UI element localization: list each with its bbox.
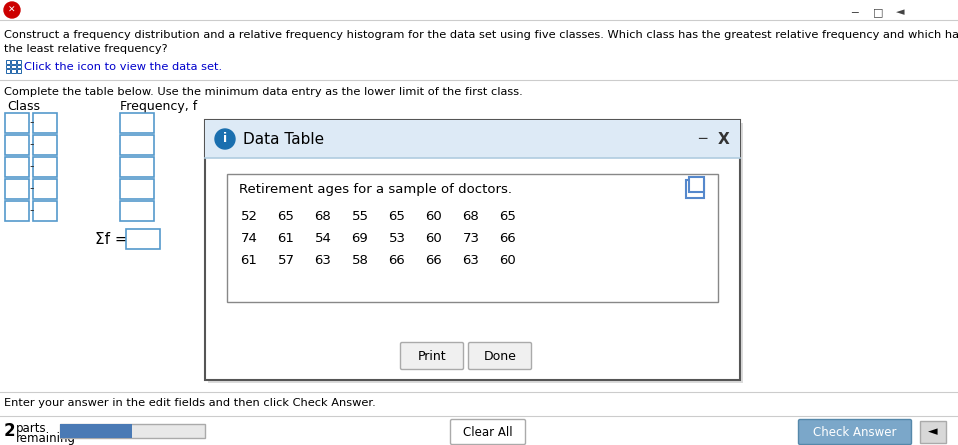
Text: 63: 63 bbox=[314, 254, 331, 267]
Text: 58: 58 bbox=[352, 254, 369, 267]
Text: -: - bbox=[30, 117, 34, 129]
FancyBboxPatch shape bbox=[468, 343, 532, 369]
FancyBboxPatch shape bbox=[689, 177, 704, 192]
Text: 61: 61 bbox=[278, 231, 294, 244]
Text: 54: 54 bbox=[314, 231, 331, 244]
Text: 60: 60 bbox=[425, 210, 443, 222]
FancyBboxPatch shape bbox=[33, 113, 57, 133]
Bar bbox=[17, 60, 21, 64]
FancyBboxPatch shape bbox=[5, 179, 29, 199]
Text: Construct a frequency distribution and a relative frequency histogram for the da: Construct a frequency distribution and a… bbox=[4, 30, 958, 40]
Text: 66: 66 bbox=[389, 254, 405, 267]
Text: Enter your answer in the edit fields and then click Check Answer.: Enter your answer in the edit fields and… bbox=[4, 398, 376, 408]
Text: -: - bbox=[30, 182, 34, 195]
Text: Done: Done bbox=[484, 349, 516, 363]
FancyBboxPatch shape bbox=[5, 135, 29, 155]
FancyBboxPatch shape bbox=[33, 135, 57, 155]
FancyBboxPatch shape bbox=[33, 157, 57, 177]
Text: -: - bbox=[30, 161, 34, 174]
Text: Clear All: Clear All bbox=[463, 425, 513, 438]
FancyBboxPatch shape bbox=[400, 343, 464, 369]
Text: i: i bbox=[223, 133, 227, 146]
Text: 60: 60 bbox=[425, 231, 443, 244]
Text: 65: 65 bbox=[499, 210, 516, 222]
Text: ◄: ◄ bbox=[896, 7, 904, 17]
Text: X: X bbox=[718, 132, 730, 146]
Bar bbox=[11, 69, 16, 73]
Text: Complete the table below. Use the minimum data entry as the lower limit of the f: Complete the table below. Use the minimu… bbox=[4, 87, 523, 97]
FancyBboxPatch shape bbox=[920, 421, 946, 443]
Bar bbox=[6, 60, 11, 64]
Text: 74: 74 bbox=[240, 231, 258, 244]
Bar bbox=[17, 65, 21, 68]
Text: Class: Class bbox=[7, 100, 40, 113]
Text: 60: 60 bbox=[500, 254, 516, 267]
Text: Click the icon to view the data set.: Click the icon to view the data set. bbox=[24, 62, 222, 72]
Text: 2: 2 bbox=[4, 422, 15, 440]
FancyBboxPatch shape bbox=[450, 420, 526, 445]
Text: 57: 57 bbox=[278, 254, 294, 267]
Circle shape bbox=[4, 2, 20, 18]
Text: 69: 69 bbox=[352, 231, 369, 244]
Text: Σf =: Σf = bbox=[95, 231, 127, 247]
FancyBboxPatch shape bbox=[33, 201, 57, 221]
Bar bbox=[11, 65, 16, 68]
Text: ─: ─ bbox=[697, 132, 706, 146]
Text: Check Answer: Check Answer bbox=[813, 425, 897, 438]
Circle shape bbox=[215, 129, 235, 149]
Text: 63: 63 bbox=[463, 254, 479, 267]
Text: 53: 53 bbox=[389, 231, 405, 244]
FancyBboxPatch shape bbox=[686, 180, 704, 198]
Text: 52: 52 bbox=[240, 210, 258, 222]
Text: ─: ─ bbox=[852, 7, 858, 17]
FancyBboxPatch shape bbox=[120, 201, 154, 221]
Text: 65: 65 bbox=[278, 210, 294, 222]
Bar bbox=[17, 69, 21, 73]
Text: -: - bbox=[30, 138, 34, 151]
Text: Retirement ages for a sample of doctors.: Retirement ages for a sample of doctors. bbox=[239, 183, 512, 197]
Bar bbox=[6, 69, 11, 73]
FancyBboxPatch shape bbox=[5, 201, 29, 221]
FancyBboxPatch shape bbox=[120, 179, 154, 199]
Text: ✕: ✕ bbox=[9, 5, 15, 15]
Text: the least relative frequency?: the least relative frequency? bbox=[4, 44, 168, 54]
Bar bbox=[6, 65, 11, 68]
FancyBboxPatch shape bbox=[120, 135, 154, 155]
Text: 61: 61 bbox=[240, 254, 258, 267]
FancyBboxPatch shape bbox=[120, 157, 154, 177]
Text: 68: 68 bbox=[463, 210, 479, 222]
FancyBboxPatch shape bbox=[5, 157, 29, 177]
FancyBboxPatch shape bbox=[126, 229, 160, 249]
Text: 66: 66 bbox=[500, 231, 516, 244]
FancyBboxPatch shape bbox=[208, 123, 743, 383]
Text: remaining: remaining bbox=[16, 432, 76, 445]
Text: parts: parts bbox=[16, 422, 47, 435]
FancyBboxPatch shape bbox=[120, 113, 154, 133]
Text: 55: 55 bbox=[352, 210, 369, 222]
FancyBboxPatch shape bbox=[5, 113, 29, 133]
Text: 65: 65 bbox=[389, 210, 405, 222]
FancyBboxPatch shape bbox=[205, 120, 740, 380]
Text: Print: Print bbox=[418, 349, 446, 363]
Text: Frequency, f: Frequency, f bbox=[120, 100, 197, 113]
Text: ◄: ◄ bbox=[928, 425, 938, 438]
FancyBboxPatch shape bbox=[227, 174, 718, 302]
FancyBboxPatch shape bbox=[33, 179, 57, 199]
Text: Data Table: Data Table bbox=[243, 132, 324, 146]
FancyBboxPatch shape bbox=[60, 424, 205, 438]
Bar bbox=[11, 60, 16, 64]
Text: 73: 73 bbox=[463, 231, 480, 244]
FancyBboxPatch shape bbox=[205, 120, 740, 158]
Text: 66: 66 bbox=[425, 254, 443, 267]
Text: -: - bbox=[30, 205, 34, 218]
FancyBboxPatch shape bbox=[799, 420, 911, 445]
Text: 68: 68 bbox=[314, 210, 331, 222]
FancyBboxPatch shape bbox=[60, 424, 132, 438]
Text: □: □ bbox=[873, 7, 883, 17]
